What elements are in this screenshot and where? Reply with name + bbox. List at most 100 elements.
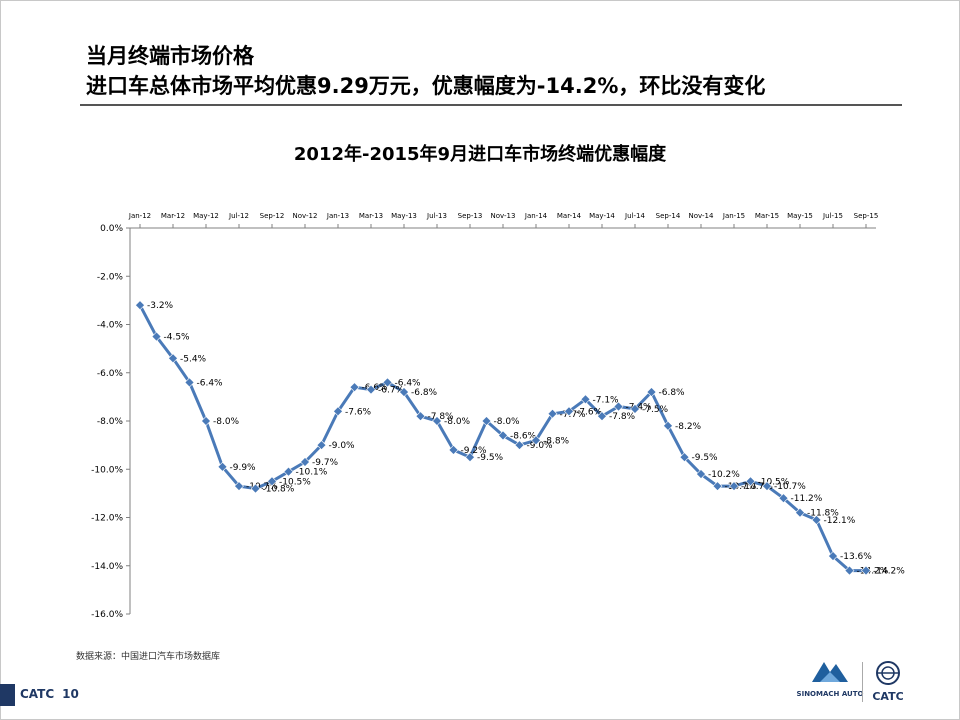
x-tick-label: Jan-15 <box>722 212 745 220</box>
x-tick-label: Nov-14 <box>689 212 714 220</box>
data-label: -10.8% <box>263 485 295 495</box>
y-tick-label: -16.0% <box>91 610 123 620</box>
logo-separator <box>862 662 863 702</box>
data-point-marker <box>547 408 558 419</box>
data-point-marker <box>267 476 277 487</box>
data-point-marker <box>481 416 492 426</box>
data-point-marker <box>630 404 640 414</box>
data-point-marker <box>349 382 360 393</box>
data-point-marker <box>465 452 475 463</box>
x-tick-label: Sep-12 <box>260 212 285 220</box>
x-tick-label: May-13 <box>391 212 417 220</box>
data-point-marker <box>514 440 525 451</box>
data-label: -6.8% <box>659 388 686 398</box>
sinomach-auto-logo-text: SINOMACH AUTO <box>796 690 864 698</box>
data-label: -8.2% <box>675 422 702 432</box>
data-label: -7.7% <box>560 410 587 420</box>
data-point-marker <box>828 551 838 562</box>
data-label: -10.7% <box>246 482 278 492</box>
y-tick-label: -8.0% <box>97 417 124 427</box>
x-tick-label: Mar-14 <box>557 212 582 220</box>
data-point-marker <box>580 394 591 405</box>
data-point-marker <box>663 420 673 431</box>
data-point-marker <box>201 416 211 426</box>
data-point-marker <box>745 476 756 487</box>
data-label: -7.4% <box>626 403 653 413</box>
y-tick-label: -4.0% <box>97 321 124 331</box>
slide-heading-line-1: 当月终端市场价格 <box>86 44 254 68</box>
data-label: -6.6% <box>362 383 389 393</box>
data-label: -7.5% <box>642 405 669 415</box>
data-label: -6.7% <box>378 386 405 396</box>
x-tick-label: Sep-13 <box>458 212 483 220</box>
data-label: -12.1% <box>824 516 856 526</box>
x-tick-label: Sep-15 <box>854 212 879 220</box>
x-tick-label: Mar-13 <box>359 212 383 220</box>
data-label: -11.2% <box>791 494 823 504</box>
data-label: -9.5% <box>477 453 504 463</box>
data-label: -8.0% <box>213 417 240 427</box>
data-label: -6.4% <box>197 378 224 388</box>
x-tick-label: Mar-15 <box>755 212 779 220</box>
data-point-marker <box>778 493 789 504</box>
data-point-marker <box>184 377 195 388</box>
y-tick-label: 0.0% <box>100 224 123 234</box>
data-label: -8.0% <box>444 417 471 427</box>
data-label: -5.4% <box>180 354 207 364</box>
data-label: -14.2% <box>873 567 905 577</box>
data-point-marker <box>861 565 871 576</box>
data-label: -8.0% <box>494 417 521 427</box>
y-tick-label: -10.0% <box>91 465 123 475</box>
data-label: -9.5% <box>692 453 719 463</box>
data-point-marker <box>151 331 162 342</box>
x-tick-label: May-14 <box>589 212 615 220</box>
x-tick-label: Jan-12 <box>128 212 151 220</box>
data-point-marker <box>168 353 178 364</box>
data-point-marker <box>217 461 228 472</box>
data-point-marker <box>646 387 657 397</box>
data-label: -10.7% <box>741 482 773 492</box>
data-point-marker <box>283 466 294 477</box>
data-source-note: 数据来源：中国进口汽车市场数据库 <box>76 652 221 662</box>
data-point-marker <box>696 469 706 479</box>
data-point-marker <box>415 411 426 422</box>
y-tick-label: -2.0% <box>97 272 124 282</box>
data-label: -10.5% <box>279 477 311 487</box>
slide-heading-line-2: 进口车总体市场平均优惠9.29万元，优惠幅度为-14.2%，环比没有变化 <box>86 74 766 98</box>
x-tick-label: Mar-12 <box>161 212 185 220</box>
x-tick-label: Jan-13 <box>326 212 349 220</box>
y-tick-label: -6.0% <box>97 369 124 379</box>
data-point-marker <box>564 406 574 417</box>
data-label: -8.8% <box>543 436 570 446</box>
data-point-marker <box>613 401 624 412</box>
data-label: -7.1% <box>593 395 620 405</box>
data-label: -10.1% <box>296 468 328 478</box>
data-label: -9.0% <box>527 441 554 451</box>
data-point-marker <box>333 406 343 417</box>
data-point-marker <box>498 430 508 441</box>
x-tick-label: May-12 <box>193 212 219 220</box>
data-label: -4.5% <box>164 333 191 343</box>
data-label: -9.7% <box>312 458 339 468</box>
data-label: -10.7% <box>725 482 757 492</box>
data-label: -6.8% <box>411 388 438 398</box>
page-number: 10 <box>62 687 79 701</box>
data-point-marker <box>432 416 442 426</box>
data-label: -13.6% <box>840 552 872 562</box>
data-label: -11.8% <box>807 509 839 519</box>
data-point-marker <box>399 387 409 397</box>
data-label: -10.2% <box>708 470 740 480</box>
x-tick-label: Jul-13 <box>426 212 447 220</box>
catc-logo-text: CATC <box>872 690 904 703</box>
data-point-marker <box>597 411 607 422</box>
data-point-marker <box>382 377 393 388</box>
x-tick-label: Jul-12 <box>228 212 249 220</box>
data-point-marker <box>679 452 690 463</box>
data-point-marker <box>448 445 459 455</box>
sinomach-auto-logo: SINOMACH AUTO <box>795 658 865 698</box>
x-tick-label: Jul-14 <box>624 212 645 220</box>
data-label: -7.8% <box>609 412 636 422</box>
data-point-marker <box>844 565 855 576</box>
data-label: -10.5% <box>758 477 790 487</box>
